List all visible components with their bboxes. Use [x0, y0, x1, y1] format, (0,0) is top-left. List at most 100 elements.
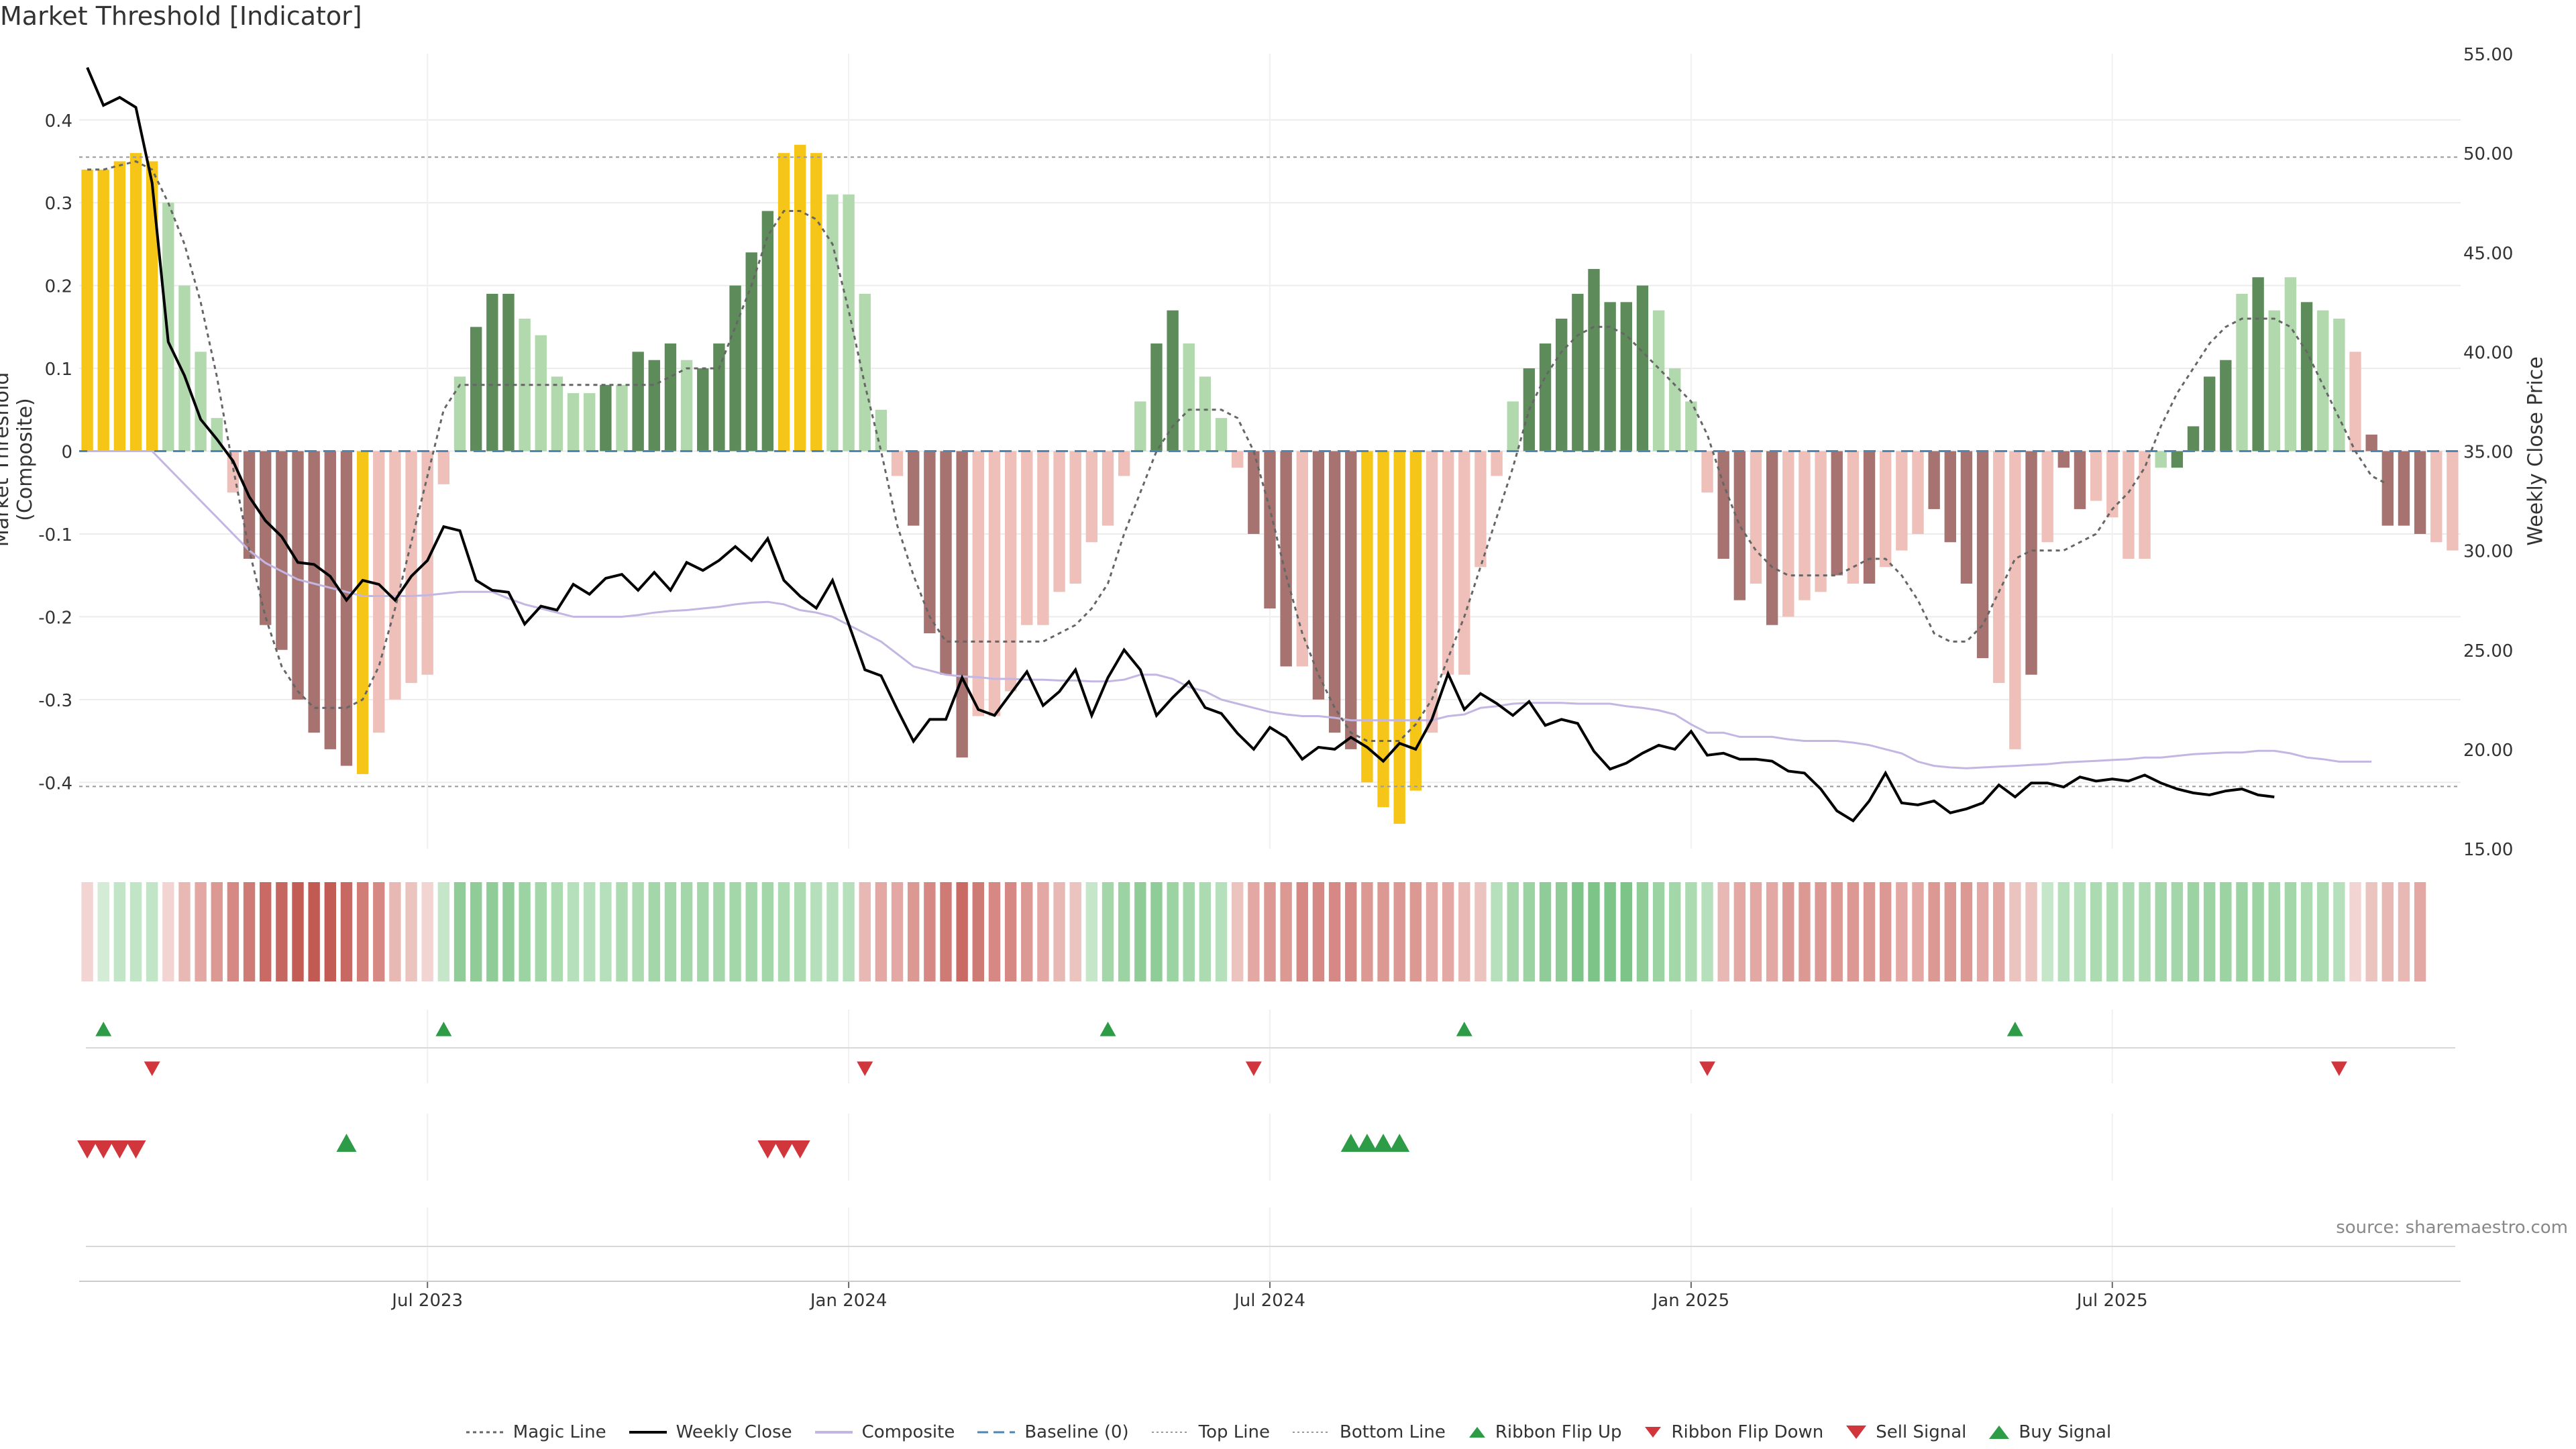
composite-bar — [2252, 277, 2264, 451]
composite-bar — [2365, 434, 2377, 451]
composite-bar — [972, 451, 984, 716]
composite-bar — [356, 451, 369, 774]
ribbon-cell — [1361, 882, 1373, 981]
triangle-up-icon — [1989, 1426, 2010, 1439]
composite-bar — [2041, 451, 2053, 543]
composite-bar — [453, 376, 466, 451]
composite-bar — [908, 451, 920, 526]
ribbon-cell — [1993, 882, 2005, 981]
composite-bar — [1377, 451, 1389, 808]
ribbon-cell — [1799, 882, 1811, 981]
ribbon-cell — [519, 882, 531, 981]
ribbon-cell — [1345, 882, 1357, 981]
ribbon-cell — [97, 882, 109, 981]
ribbon-cell — [1102, 882, 1114, 981]
ribbon-cell — [2381, 882, 2394, 981]
ribbon-flip-up-marker — [1456, 1022, 1472, 1036]
ribbon-cell — [1150, 882, 1163, 981]
axes-layer: 0.4 0.3 0.2 0.1 0 -0.1 -0.2 -0.3 -0.4 55.00 50.00 4… — [38, 45, 2513, 1311]
ribbon-cell — [1183, 882, 1195, 981]
ribbon-cell — [227, 882, 239, 981]
composite-bar — [956, 451, 968, 758]
composite-bar — [988, 451, 1001, 716]
ribbon-cell — [2057, 882, 2070, 981]
ribbon-cell — [2123, 882, 2135, 981]
ribbon-cell — [745, 882, 757, 981]
composite-bar — [2447, 451, 2459, 551]
ribbon-cell — [1474, 882, 1487, 981]
ribbon-cell — [1733, 882, 1746, 981]
composite-bar — [777, 153, 790, 451]
ribbon-cell — [373, 882, 385, 981]
composite-bar — [1004, 451, 1017, 692]
ribbon-cell — [1523, 882, 1536, 981]
ribbon-cell — [470, 882, 482, 981]
composite-bar — [1393, 451, 1405, 824]
ribbon-cell — [1750, 882, 1762, 981]
legend-sell-signal: Sell Signal — [1845, 1422, 1966, 1442]
ribbon-cell — [502, 882, 515, 981]
legend-bottom-line-swatch — [1293, 1432, 1330, 1433]
ribbon-cell — [2025, 882, 2037, 981]
ribbon-cell — [2317, 882, 2329, 981]
composite-bar — [1960, 451, 1973, 584]
composite-bar — [2398, 451, 2410, 526]
legend: Magic Line Weekly Close Composite Baseli… — [0, 1422, 2576, 1442]
composite-bar — [1458, 451, 1470, 675]
legend-weekly-close-label: Weekly Close — [676, 1422, 792, 1442]
sell-signal-marker — [93, 1140, 114, 1159]
composite-bar — [260, 451, 272, 625]
composite-bar — [421, 451, 433, 675]
legend-top-line-label: Top Line — [1198, 1422, 1270, 1442]
ribbon-cell — [680, 882, 693, 981]
legend-weekly-close-swatch — [629, 1431, 667, 1434]
composite-bar — [2317, 310, 2329, 451]
ribbon-cell — [113, 882, 126, 981]
composite-bar — [680, 360, 693, 451]
composite-bar — [2187, 426, 2200, 451]
composite-bar — [2414, 451, 2426, 534]
composite-bar — [535, 335, 547, 451]
right-tick-label: 20.00 — [2463, 741, 2513, 761]
triangle-down-icon — [1645, 1427, 1662, 1438]
ribbon-cell — [1847, 882, 1860, 981]
ribbon-cell — [1766, 882, 1778, 981]
right-tick-label: 15.00 — [2463, 840, 2513, 860]
composite-bar — [276, 451, 288, 650]
composite-bar — [502, 293, 515, 451]
composite-bar — [373, 451, 385, 733]
ribbon-cell — [1782, 882, 1794, 981]
composite-bar — [2139, 451, 2151, 559]
ribbon-flip-up-marker — [435, 1022, 452, 1036]
composite-bar — [129, 153, 142, 451]
legend-ribbon-flip-down-label: Ribbon Flip Down — [1671, 1422, 1824, 1442]
composite-bar — [2106, 451, 2118, 518]
ribbon-cell — [1831, 882, 1843, 981]
ribbon-cell — [356, 882, 369, 981]
source-note: source: sharemaestro.com — [2336, 1218, 2568, 1238]
buy-signal-marker — [1389, 1134, 1410, 1152]
ribbon-cell — [2333, 882, 2345, 981]
ribbon-cell — [1021, 882, 1033, 981]
composite-bar — [891, 451, 904, 476]
composite-bar — [2090, 451, 2102, 501]
ribbon-cell — [2252, 882, 2264, 981]
composite-bar — [1021, 451, 1033, 625]
ribbon-cell — [178, 882, 191, 981]
sell-signal-marker — [757, 1140, 778, 1159]
ribbon-cell — [1944, 882, 1956, 981]
composite-bar — [1912, 451, 1924, 534]
composite-bar — [2300, 302, 2313, 451]
composite-bar — [1831, 451, 1843, 576]
left-tick-label: 0.1 — [45, 360, 72, 380]
sell-signal-marker — [77, 1140, 98, 1159]
legend-buy-signal-label: Buy Signal — [2019, 1422, 2112, 1442]
left-tick-label: -0.1 — [38, 525, 72, 545]
ribbon-cell — [1118, 882, 1130, 981]
composite-bar — [2236, 293, 2248, 451]
composite-bar — [1312, 451, 1325, 700]
ribbon-cell — [2349, 882, 2361, 981]
ribbon-cell — [875, 882, 888, 981]
triangle-down-icon — [1846, 1426, 1867, 1439]
ribbon-cell — [437, 882, 450, 981]
